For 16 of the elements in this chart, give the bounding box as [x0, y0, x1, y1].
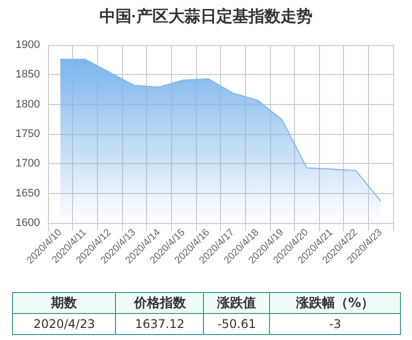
text: 期数: [12, 292, 116, 314]
chart-title: 中国·产区大蒜日定基指数走势: [99, 8, 313, 26]
text: 2020/4/23: [12, 314, 116, 334]
text: 价格指数: [116, 292, 204, 314]
y-tick-label: 1850: [16, 68, 40, 81]
y-tick-label: 1800: [16, 98, 40, 110]
y-tick-label: 1600: [16, 217, 40, 229]
y-tick-label: 1750: [16, 128, 40, 140]
y-tick-label: 1700: [16, 158, 40, 170]
text: 1637.12: [116, 314, 204, 334]
y-tick-label: 1650: [16, 187, 40, 200]
y-tick-label: 1900: [16, 39, 40, 51]
text: 涨跌值: [204, 292, 270, 314]
text: -3: [270, 314, 400, 334]
text: 涨跌幅（%）: [270, 292, 400, 314]
text: -50.61: [204, 314, 270, 334]
